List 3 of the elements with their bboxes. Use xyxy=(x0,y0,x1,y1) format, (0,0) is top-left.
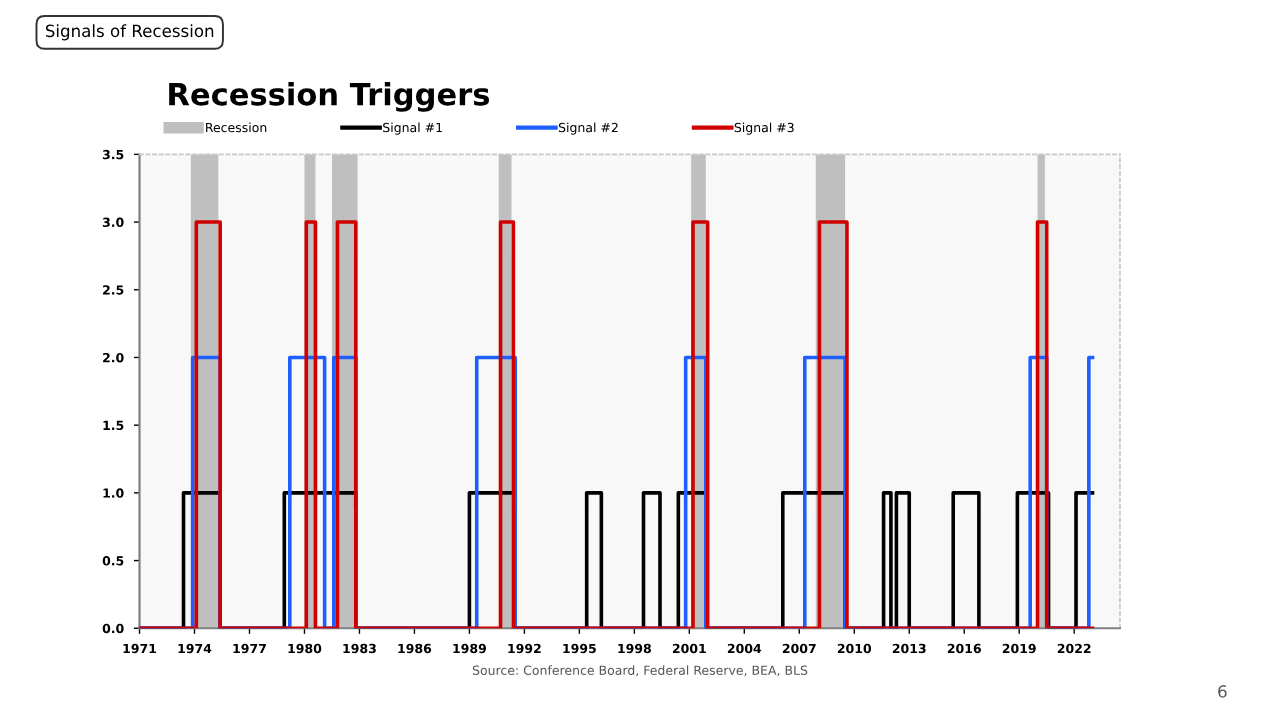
text: Signals of Recession xyxy=(45,24,214,41)
chart-title: Recession Triggers xyxy=(169,82,490,112)
text: 6 xyxy=(1218,685,1227,698)
